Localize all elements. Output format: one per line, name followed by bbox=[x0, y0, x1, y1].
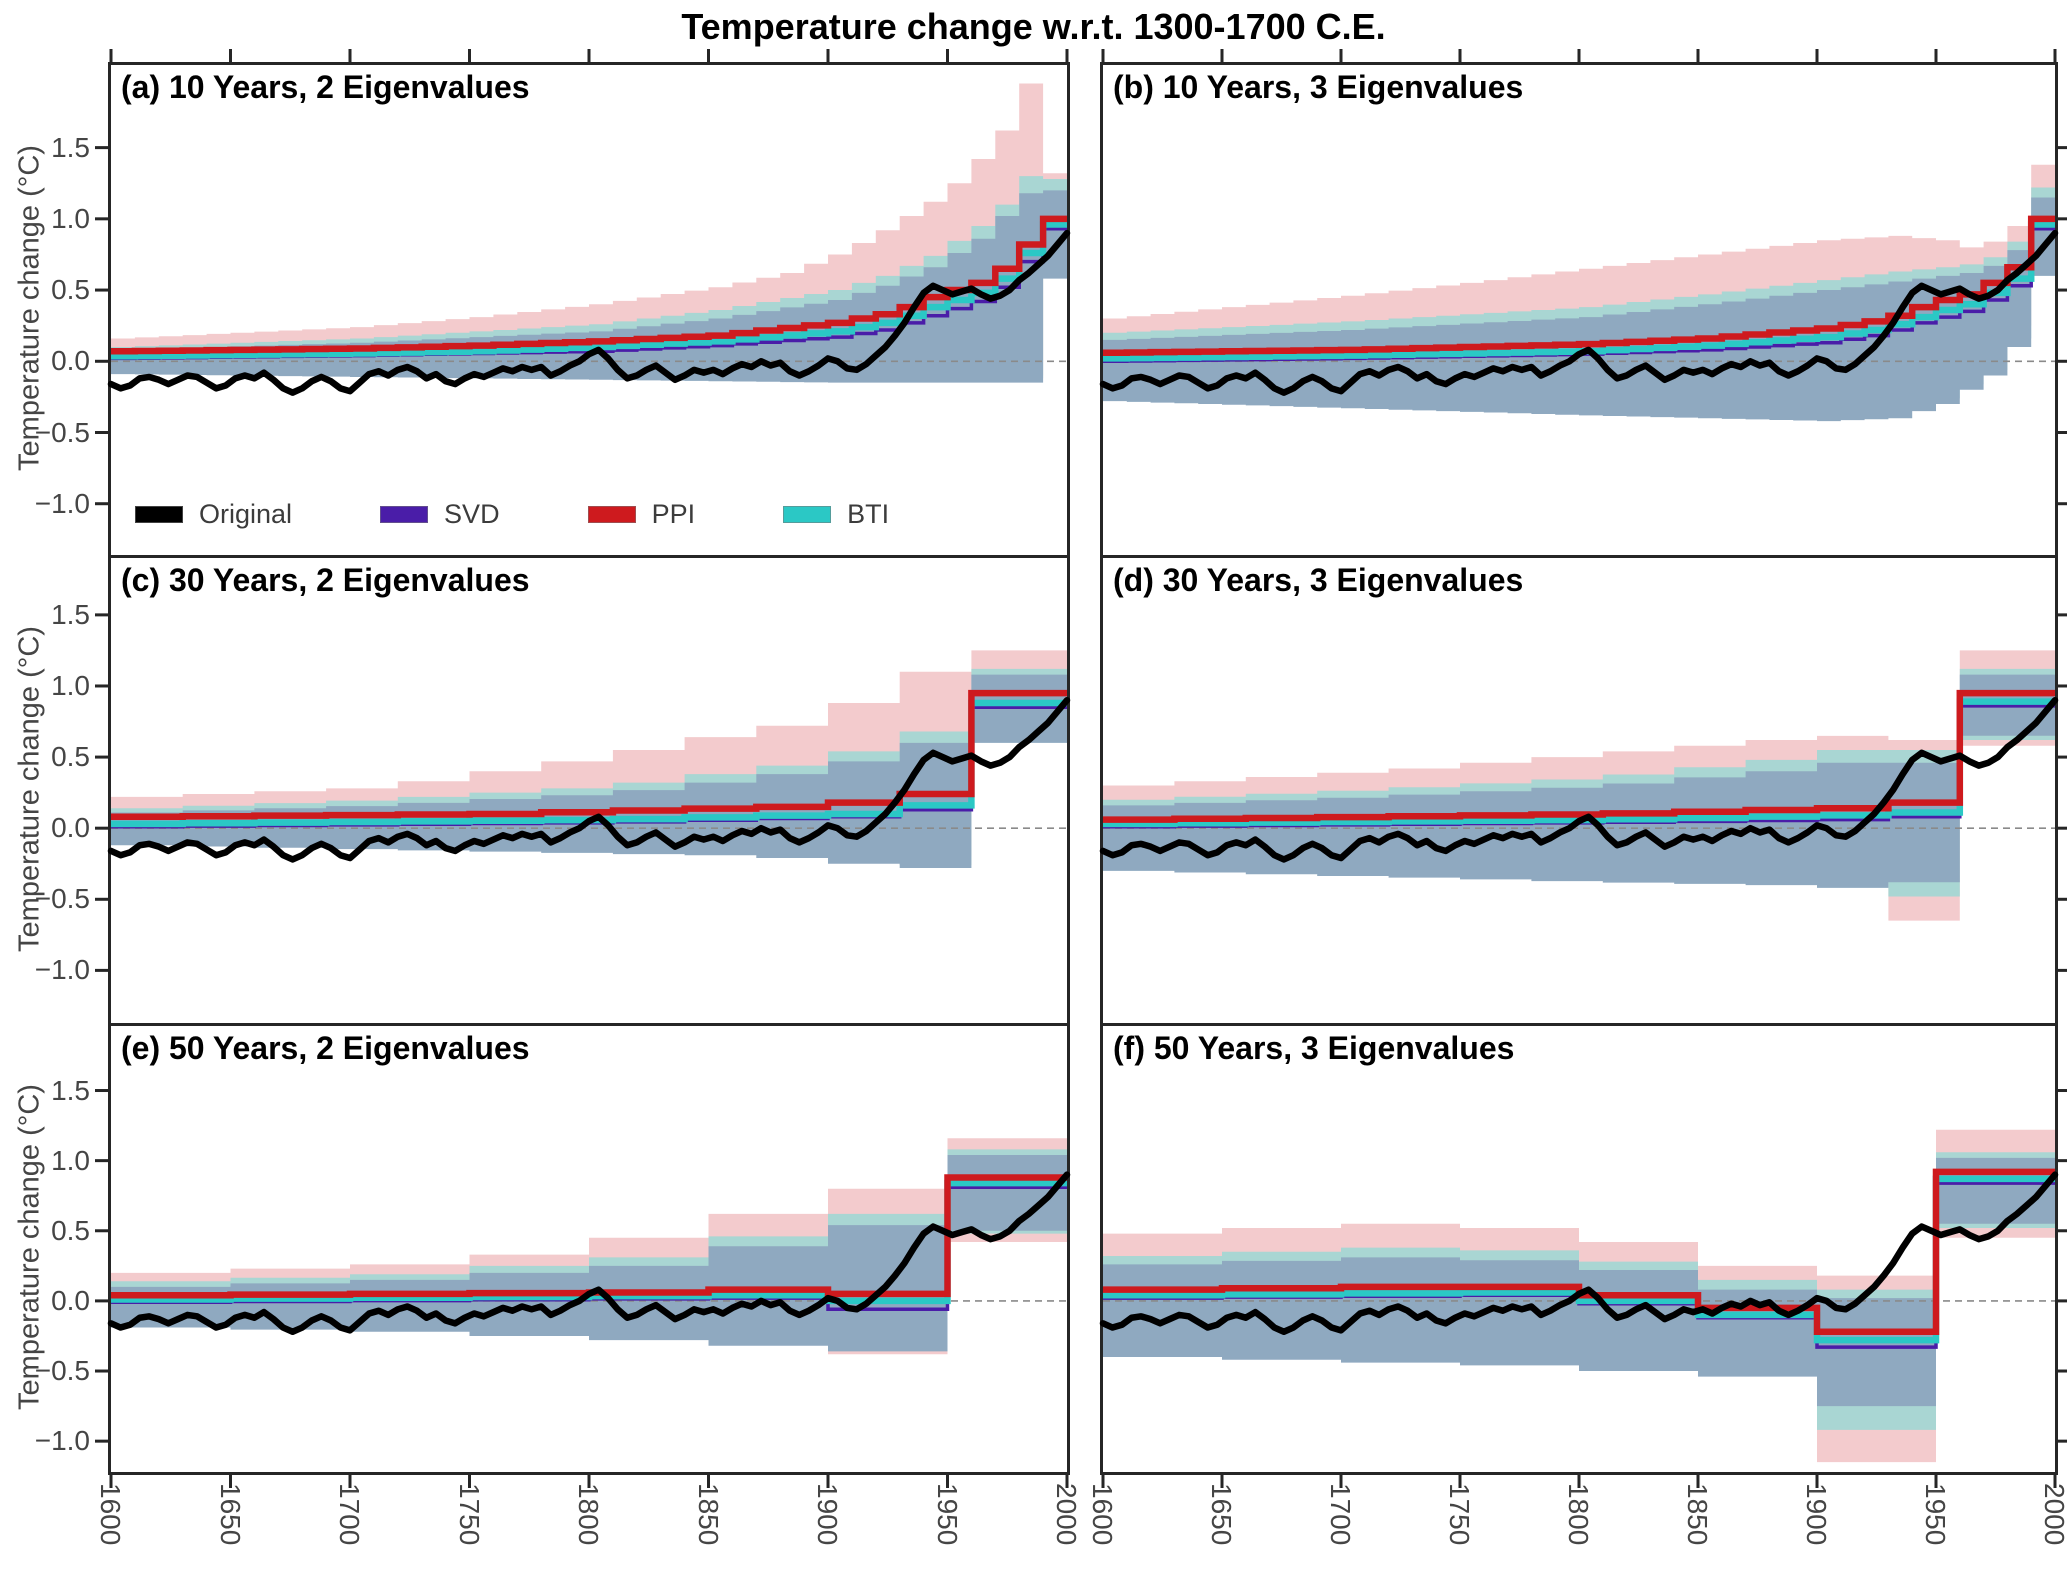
panel-f-title: (f) 50 Years, 3 Eigenvalues bbox=[1113, 1030, 1515, 1066]
bti-line bbox=[1103, 698, 2055, 828]
ppi-line bbox=[1103, 215, 2055, 356]
panel-c-plot bbox=[95, 613, 1071, 972]
x-tick-label: 1650 bbox=[1206, 1483, 1237, 1546]
x-tick-label: 2000 bbox=[2039, 1483, 2067, 1546]
svd-band-area bbox=[1103, 674, 2055, 888]
panel-f: (f) 50 Years, 3 Eigenvalues bbox=[1099, 1023, 2067, 1488]
x-tick-label: 1650 bbox=[214, 1483, 246, 1546]
panel-c-title: (c) 30 Years, 2 Eigenvalues bbox=[121, 562, 530, 598]
x-tick-label: 1850 bbox=[692, 1483, 724, 1546]
panel-a-plot bbox=[95, 49, 1071, 506]
panel-f-plot bbox=[1099, 1089, 2067, 1488]
y-tick-label: 0.5 bbox=[51, 741, 90, 773]
y-tick-label: 0.0 bbox=[51, 1284, 90, 1316]
panel-a: (a) 10 Years, 2 Eigenvalues Original SVD… bbox=[95, 49, 1071, 558]
original-line bbox=[1099, 696, 2059, 863]
y-tick-label: 0.0 bbox=[51, 812, 90, 844]
panel-a-title: (a) 10 Years, 2 Eigenvalues bbox=[121, 69, 530, 105]
legend-label-original: Original bbox=[199, 499, 293, 529]
x-tick-label: 1700 bbox=[1325, 1483, 1356, 1546]
y-tick-label: 1.0 bbox=[51, 202, 90, 234]
x-tick-label: 1900 bbox=[1801, 1483, 1832, 1546]
original-line-swatch bbox=[135, 506, 183, 523]
svd-line-swatch bbox=[380, 506, 429, 523]
x-tick-label: 1950 bbox=[931, 1483, 963, 1546]
x-tick-label: 1800 bbox=[573, 1483, 604, 1546]
y-tick-label: −1.0 bbox=[34, 1425, 90, 1457]
panel-d-title: (d) 30 Years, 3 Eigenvalues bbox=[1113, 562, 1524, 598]
y-tick-label: −0.5 bbox=[34, 416, 90, 448]
panel-b-title: (b) 10 Years, 3 Eigenvalues bbox=[1113, 69, 1524, 105]
panel-e: (e) 50 Years, 2 Eigenvalues bbox=[95, 1023, 1071, 1488]
x-tick-label: 1750 bbox=[1444, 1483, 1475, 1546]
x-tick-label: 1600 bbox=[1087, 1483, 1118, 1546]
y-tick-label: 1.5 bbox=[51, 1074, 90, 1106]
x-tick-label: 1900 bbox=[812, 1483, 843, 1546]
original-line bbox=[1099, 1171, 2059, 1335]
panel-c: (c) 30 Years, 2 Eigenvalues bbox=[95, 555, 1071, 1026]
ppi-line-swatch bbox=[587, 506, 636, 523]
y-tick-label: 0.5 bbox=[51, 1214, 90, 1246]
legend-item-original: Original bbox=[135, 499, 292, 530]
x-tick-label: 1850 bbox=[1682, 1483, 1713, 1546]
legend-item-svd: SVD bbox=[380, 499, 500, 530]
y-tick-label: 1.5 bbox=[51, 131, 90, 163]
panel-b-plot bbox=[1099, 49, 2067, 506]
bti-line bbox=[111, 699, 1067, 828]
legend-label-svd: SVD bbox=[444, 499, 500, 529]
y-tick-label: −1.0 bbox=[34, 954, 90, 986]
x-tick-label: 1950 bbox=[1920, 1483, 1951, 1546]
original-line bbox=[107, 696, 1071, 863]
legend-item-bti: BTI bbox=[783, 499, 889, 530]
panel-d-plot bbox=[1099, 613, 2067, 972]
ppi-line bbox=[111, 215, 1067, 355]
legend-label-bti: BTI bbox=[847, 499, 890, 529]
panel-e-title: (e) 50 Years, 2 Eigenvalues bbox=[121, 1030, 530, 1066]
bti-line-swatch bbox=[783, 506, 832, 523]
x-tick-label: 1700 bbox=[334, 1483, 365, 1546]
original-line bbox=[107, 1171, 1071, 1335]
ppi-line bbox=[1103, 689, 2055, 823]
original-line bbox=[1099, 229, 2059, 396]
y-tick-label: 1.5 bbox=[51, 598, 90, 630]
y-tick-label: 0.5 bbox=[51, 274, 90, 306]
svd-band-area bbox=[1103, 197, 2055, 422]
x-tick-label: 1600 bbox=[95, 1483, 126, 1546]
original-line bbox=[107, 229, 1071, 396]
x-tick-label: 1750 bbox=[453, 1483, 485, 1546]
panel-e-plot bbox=[95, 1089, 1071, 1488]
y-tick-label: −0.5 bbox=[34, 883, 90, 915]
legend-label-ppi: PPI bbox=[651, 499, 696, 529]
y-tick-label: 1.0 bbox=[51, 669, 90, 701]
y-tick-label: 0.0 bbox=[51, 345, 90, 377]
y-tick-label: 1.0 bbox=[51, 1144, 90, 1176]
y-tick-label: −1.0 bbox=[34, 487, 90, 519]
legend: Original SVD PPI BTI bbox=[135, 499, 977, 530]
y-tick-label: −0.5 bbox=[34, 1355, 90, 1387]
panel-d: (d) 30 Years, 3 Eigenvalues bbox=[1099, 555, 2067, 1026]
figure-title: Temperature change w.r.t. 1300-1700 C.E. bbox=[681, 6, 1386, 47]
panel-b: (b) 10 Years, 3 Eigenvalues bbox=[1099, 49, 2067, 558]
legend-item-ppi: PPI bbox=[587, 499, 696, 530]
x-tick-label: 1800 bbox=[1563, 1483, 1594, 1546]
x-tick-label: 2000 bbox=[1051, 1483, 1082, 1546]
